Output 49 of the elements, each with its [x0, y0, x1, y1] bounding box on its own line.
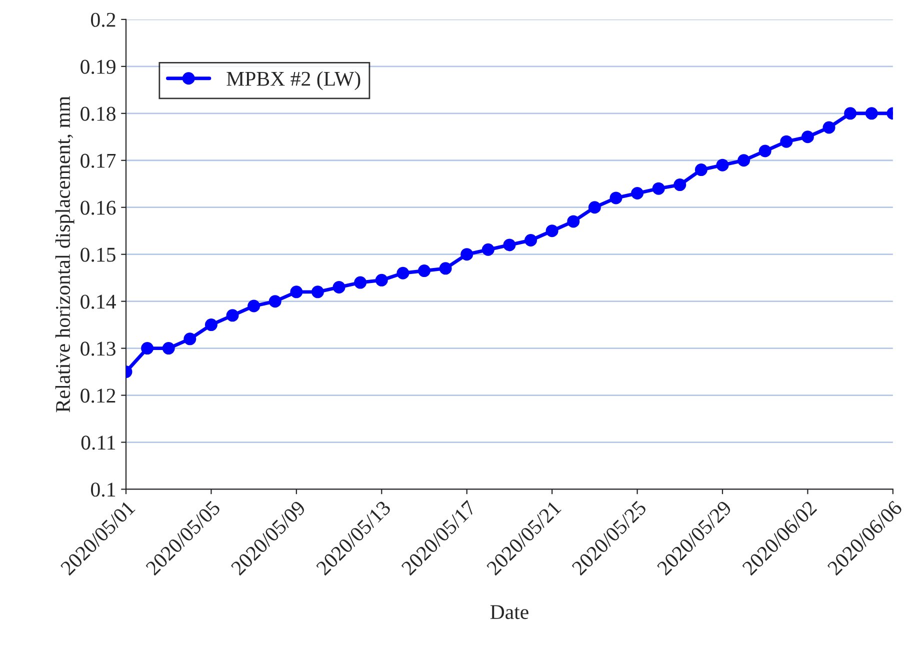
- point: [631, 187, 644, 200]
- point: [290, 286, 303, 298]
- y-tick-label: 0.15: [80, 248, 116, 262]
- y-axis-title: Relative horizontal displacement, mm: [55, 96, 74, 412]
- point: [482, 243, 494, 256]
- y-tick-label: 0.11: [81, 436, 116, 450]
- point: [354, 276, 367, 289]
- point: [822, 121, 836, 134]
- point: [248, 300, 260, 312]
- y-tick-label: 0.18: [80, 106, 116, 121]
- y-tick-label: 0.13: [80, 342, 116, 356]
- point: [204, 318, 218, 332]
- point: [396, 266, 410, 280]
- y-tick-label: 0.2: [91, 12, 116, 27]
- point: [268, 295, 282, 308]
- point: [694, 164, 708, 176]
- point: [844, 107, 857, 120]
- point: [503, 238, 516, 252]
- point: [546, 224, 558, 238]
- point: [567, 215, 580, 228]
- point: [184, 332, 196, 346]
- point: [738, 154, 750, 167]
- x-axis-title: Date: [490, 605, 528, 620]
- point: [652, 182, 665, 195]
- point: [375, 274, 388, 286]
- point: [141, 342, 154, 355]
- point: [588, 201, 601, 214]
- y-tick-label: 0.1: [91, 482, 116, 497]
- point: [162, 342, 175, 355]
- point: [418, 264, 430, 278]
- point: [758, 144, 772, 158]
- legend-label: MPBX #2 (LW): [226, 71, 360, 90]
- y-tick-label: 0.17: [80, 154, 116, 168]
- point: [311, 286, 324, 298]
- point: [865, 107, 878, 120]
- y-tick-label: 0.14: [80, 294, 116, 309]
- point: [332, 280, 346, 294]
- point: [439, 262, 452, 275]
- y-tick-label: 0.16: [80, 200, 116, 215]
- point: [460, 248, 474, 261]
- point: [716, 158, 729, 172]
- y-tick-label: 0.19: [80, 60, 116, 74]
- point: [610, 192, 622, 204]
- point: [801, 130, 814, 144]
- y-tick-label: 0.12: [80, 388, 116, 403]
- point: [780, 135, 793, 148]
- point: [524, 234, 538, 246]
- point: [226, 309, 239, 322]
- point: [674, 178, 686, 192]
